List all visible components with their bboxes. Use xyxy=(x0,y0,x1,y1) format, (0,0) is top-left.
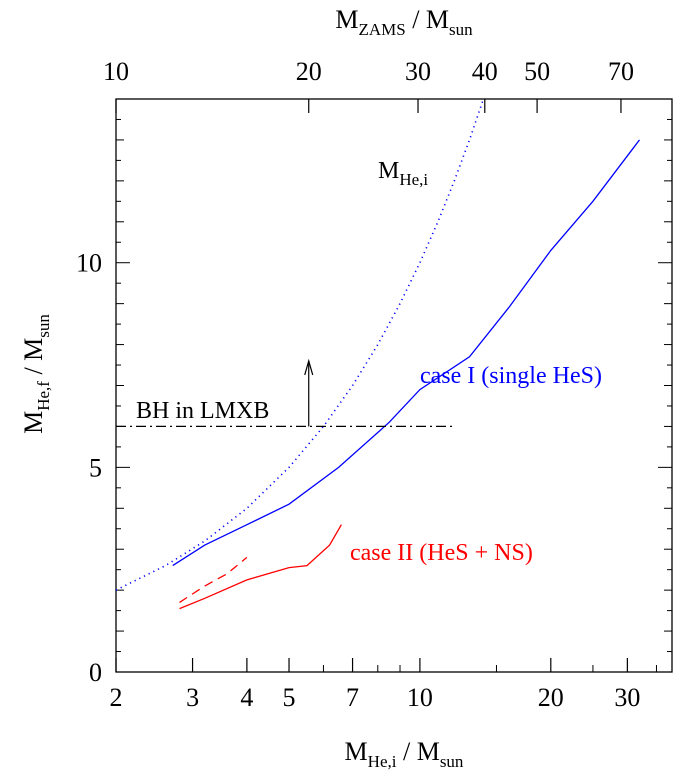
x-tick-label: 2 xyxy=(110,683,123,712)
x2-tick-label: 30 xyxy=(405,57,431,86)
x-tick-label: 20 xyxy=(538,683,564,712)
x-tick-label: 4 xyxy=(240,683,253,712)
y-tick-label: 0 xyxy=(89,658,102,687)
y-axis-label: MHe,f / Msun xyxy=(19,314,53,434)
x-tick-label: 7 xyxy=(346,683,359,712)
x-tick-label: 10 xyxy=(407,683,433,712)
x-axis-label: MHe,i / Msun xyxy=(345,737,464,771)
annotation-case-i: case I (single HeS) xyxy=(420,363,602,389)
x2-tick-label: 20 xyxy=(296,57,322,86)
annotation-bh-in-lmxb: BH in LMXB xyxy=(136,398,269,424)
x2-tick-label: 50 xyxy=(524,57,550,86)
series-label-mhei: MHe,i xyxy=(378,158,428,189)
series-line-3 xyxy=(180,557,247,602)
x-tick-label: 3 xyxy=(186,683,199,712)
series-line-1 xyxy=(173,140,640,566)
x2-tick-label: 70 xyxy=(608,57,634,86)
x2-tick-label: 10 xyxy=(103,57,129,86)
y-tick-label: 10 xyxy=(76,249,102,278)
x-tick-label: 30 xyxy=(614,683,640,712)
bh-arrow xyxy=(305,361,313,426)
x2-tick-label: 40 xyxy=(472,57,498,86)
x-tick-label: 5 xyxy=(283,683,296,712)
series-line-2 xyxy=(180,525,342,609)
y-tick-label: 5 xyxy=(89,453,102,482)
annotation-case-ii: case II (HeS + NS) xyxy=(350,540,533,566)
series-line-0 xyxy=(116,99,483,590)
x2-axis-label: MZAMS / Msun xyxy=(335,5,473,39)
